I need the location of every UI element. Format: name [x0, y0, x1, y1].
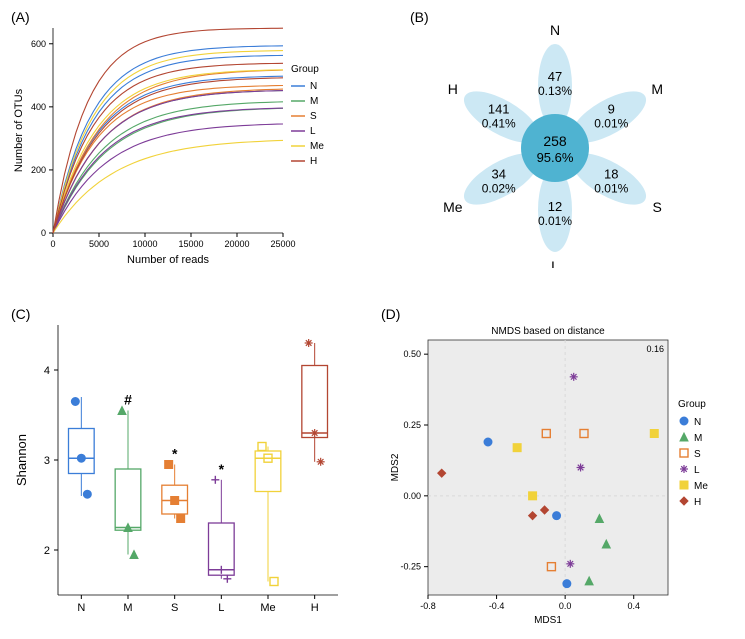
svg-text:47: 47 [548, 69, 562, 84]
svg-text:MDS1: MDS1 [534, 615, 562, 625]
svg-text:0.00: 0.00 [403, 491, 421, 501]
svg-text:M: M [651, 81, 663, 97]
svg-text:12: 12 [548, 199, 562, 214]
svg-text:0.25: 0.25 [403, 420, 421, 430]
svg-text:3: 3 [44, 455, 50, 467]
svg-text:200: 200 [31, 165, 46, 175]
svg-text:H: H [694, 497, 701, 508]
svg-text:18: 18 [604, 167, 618, 182]
svg-text:S: S [310, 111, 317, 122]
panel-d: (D) NMDS based on distance 0.16 -0.8 -0.4 0.0… [378, 305, 738, 625]
svg-text:0.01%: 0.01% [538, 214, 572, 228]
svg-text:(C): (C) [11, 306, 30, 322]
svg-text:M: M [123, 602, 132, 614]
svg-text:0.4: 0.4 [627, 601, 640, 611]
svg-text:M: M [310, 96, 318, 107]
svg-text:#: # [124, 392, 132, 408]
svg-text:2: 2 [44, 545, 50, 557]
svg-text:0.01%: 0.01% [594, 182, 628, 196]
svg-text:M: M [694, 433, 702, 444]
svg-text:N: N [77, 602, 85, 614]
svg-text:(B): (B) [410, 9, 429, 25]
svg-text:H: H [310, 156, 317, 167]
panel-a: (A) 0 5000 10000 15000 20000 25000 0 200 400 600 Nu… [8, 8, 348, 268]
figure-container: (A) 0 5000 10000 15000 20000 25000 0 200 400 600 Nu… [0, 0, 745, 639]
svg-text:34: 34 [491, 167, 505, 182]
svg-text:95.6%: 95.6% [537, 150, 574, 165]
svg-text:N: N [694, 417, 701, 428]
svg-text:L: L [218, 602, 224, 614]
shannon-boxplot: (C) 2 3 4 Shannon N M # S * L * Me H [8, 305, 348, 625]
panel-b: (B)N470.13%M90.01%S180.01%L120.01%Me340.… [380, 8, 730, 268]
svg-text:N: N [310, 81, 317, 92]
svg-text:0.02%: 0.02% [482, 182, 516, 196]
svg-text:0.50: 0.50 [403, 349, 421, 359]
rarefaction-chart: (A) 0 5000 10000 15000 20000 25000 0 200 400 600 Nu… [8, 8, 348, 268]
svg-text:600: 600 [31, 39, 46, 49]
svg-text:Number of reads: Number of reads [127, 254, 209, 266]
svg-text:-0.4: -0.4 [489, 601, 505, 611]
svg-text:141: 141 [488, 102, 510, 117]
panel-c: (C) 2 3 4 Shannon N M # S * L * Me H [8, 305, 348, 625]
svg-text:S: S [694, 449, 701, 460]
svg-text:0.0: 0.0 [559, 601, 572, 611]
svg-text:Me: Me [310, 141, 324, 152]
svg-text:25000: 25000 [270, 239, 295, 249]
svg-text:0.41%: 0.41% [482, 117, 516, 131]
svg-text:H: H [311, 602, 319, 614]
svg-text:L: L [310, 126, 316, 137]
svg-text:(A): (A) [11, 9, 30, 25]
svg-text:Number of OTUs: Number of OTUs [13, 88, 25, 172]
svg-text:Me: Me [694, 481, 708, 492]
svg-text:-0.8: -0.8 [420, 601, 436, 611]
svg-text:15000: 15000 [178, 239, 203, 249]
svg-text:258: 258 [543, 133, 567, 149]
svg-text:0: 0 [50, 239, 55, 249]
svg-text:-0.25: -0.25 [400, 562, 421, 572]
svg-text:NMDS based on distance: NMDS based on distance [491, 326, 605, 337]
svg-text:Shannon: Shannon [14, 434, 29, 486]
nmds-scatter: (D) NMDS based on distance 0.16 -0.8 -0.4 0.0… [378, 305, 738, 625]
svg-text:L: L [694, 465, 700, 476]
svg-text:*: * [219, 461, 225, 477]
svg-text:S: S [653, 199, 662, 215]
svg-text:(D): (D) [381, 306, 400, 322]
svg-text:5000: 5000 [89, 239, 109, 249]
svg-text:0: 0 [41, 228, 46, 238]
svg-text:9: 9 [608, 102, 615, 117]
svg-text:10000: 10000 [132, 239, 157, 249]
svg-text:S: S [171, 602, 178, 614]
svg-text:Me: Me [260, 602, 275, 614]
svg-text:N: N [550, 22, 560, 38]
svg-text:*: * [172, 446, 178, 462]
flower-diagram: (B)N470.13%M90.01%S180.01%L120.01%Me340.… [380, 8, 730, 268]
svg-text:0.13%: 0.13% [538, 84, 572, 98]
svg-text:4: 4 [44, 365, 50, 377]
svg-text:MDS2: MDS2 [390, 453, 401, 481]
svg-text:Me: Me [443, 199, 463, 215]
svg-text:400: 400 [31, 102, 46, 112]
svg-text:20000: 20000 [224, 239, 249, 249]
svg-text:0.16: 0.16 [646, 344, 664, 354]
svg-text:H: H [448, 81, 458, 97]
svg-text:Group: Group [678, 399, 706, 410]
svg-text:Group: Group [291, 64, 319, 75]
svg-text:0.01%: 0.01% [594, 117, 628, 131]
svg-text:L: L [551, 258, 559, 268]
